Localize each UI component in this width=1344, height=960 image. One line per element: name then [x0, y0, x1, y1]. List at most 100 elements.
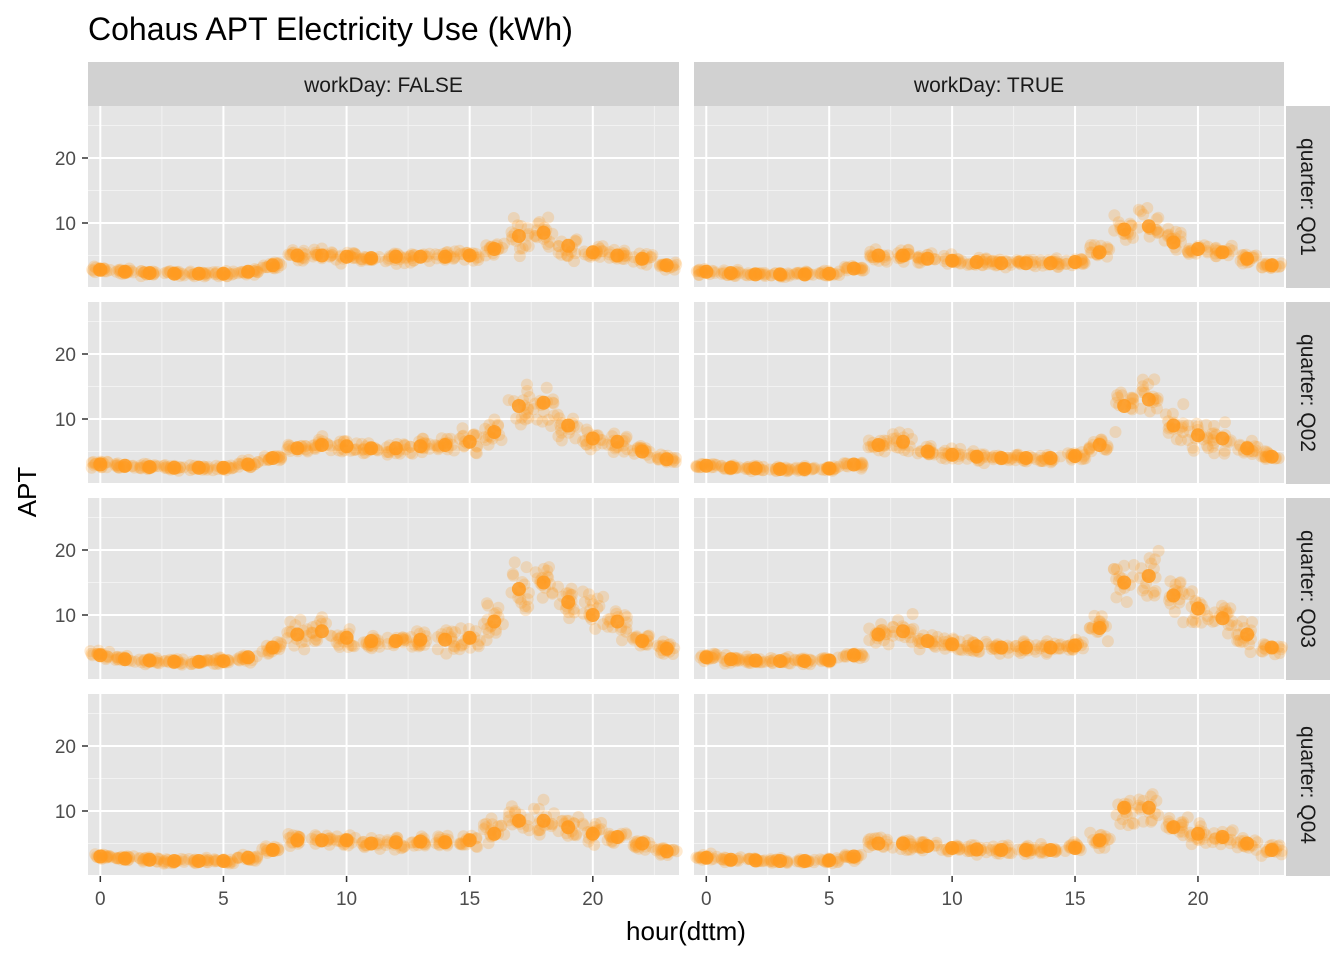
data-point-mean	[561, 595, 576, 609]
y-tick-label: 20	[55, 737, 76, 758]
data-point	[1132, 221, 1145, 234]
y-tick-label: 10	[55, 214, 76, 235]
data-point	[488, 413, 501, 426]
data-point	[178, 269, 191, 282]
data-point-mean	[822, 461, 837, 476]
panel-background	[88, 106, 679, 288]
data-point	[1126, 231, 1139, 244]
data-point	[231, 267, 244, 280]
data-point	[1029, 453, 1042, 466]
data-point	[404, 250, 417, 263]
data-point-mean	[1018, 451, 1033, 465]
data-point	[569, 432, 582, 445]
data-point-mean	[994, 256, 1009, 271]
data-point	[521, 385, 534, 398]
data-point-mean	[610, 614, 625, 629]
data-point-mean	[290, 833, 305, 848]
data-point	[1181, 246, 1194, 258]
data-point	[935, 452, 948, 464]
data-point	[469, 446, 482, 459]
data-point	[515, 411, 528, 424]
data-point	[1109, 426, 1122, 438]
data-point	[1126, 391, 1139, 404]
data-point	[507, 569, 520, 582]
data-point-mean	[610, 248, 625, 263]
points-FALSE-Q02	[85, 378, 682, 477]
data-point-mean	[1018, 256, 1033, 271]
chart-title: Cohaus APT Electricity Use (kWh)	[88, 11, 573, 47]
data-point	[547, 397, 560, 410]
data-point	[980, 450, 993, 463]
data-point-mean	[699, 650, 714, 665]
data-point	[325, 249, 338, 262]
panel-1-3	[690, 694, 1288, 877]
data-point-mean	[142, 653, 157, 668]
data-point	[1114, 386, 1127, 399]
data-point	[1126, 392, 1139, 405]
data-point-mean	[117, 652, 132, 667]
panel-0-3	[88, 694, 683, 877]
data-point-mean	[93, 849, 108, 864]
data-point	[1152, 226, 1165, 239]
data-point-mean	[1191, 428, 1205, 443]
panel-background	[694, 106, 1284, 288]
data-point	[251, 266, 264, 279]
data-point	[1186, 616, 1199, 628]
points-TRUE-Q01	[690, 202, 1288, 283]
data-point	[739, 462, 752, 475]
data-point-mean	[117, 264, 132, 279]
data-point	[537, 562, 550, 575]
data-point	[1054, 450, 1067, 463]
data-point-mean	[216, 266, 231, 281]
data-point-mean	[797, 654, 812, 669]
data-point-mean	[1068, 449, 1082, 464]
data-point-mean	[216, 460, 231, 475]
data-point	[548, 409, 560, 422]
x-tick-label: 20	[1187, 889, 1208, 910]
data-point	[596, 240, 609, 253]
data-point	[428, 439, 441, 452]
data-point-mean	[339, 439, 354, 454]
data-point	[1116, 389, 1128, 402]
data-point-mean	[438, 632, 453, 647]
data-point	[1177, 398, 1190, 411]
data-point-mean	[511, 813, 526, 828]
strip-row-1	[1286, 302, 1330, 484]
data-point	[104, 264, 117, 276]
data-point	[1136, 373, 1149, 386]
data-point-mean	[462, 434, 477, 449]
data-point-mean	[93, 648, 108, 663]
data-point	[1169, 225, 1182, 238]
data-point	[453, 244, 466, 257]
data-point-mean	[871, 836, 886, 851]
data-point-mean	[659, 641, 674, 656]
data-point-mean	[364, 251, 379, 266]
data-point	[833, 269, 846, 281]
data-point	[519, 413, 532, 426]
data-point-mean	[561, 418, 576, 433]
strip-row-label: quarter: Q01	[1296, 138, 1319, 256]
strip-row-3	[1286, 694, 1330, 876]
data-point	[1152, 544, 1165, 557]
data-point-mean	[413, 632, 428, 647]
data-point	[980, 258, 993, 270]
data-point-mean	[659, 258, 674, 273]
data-point-mean	[1240, 251, 1255, 266]
data-point	[478, 431, 491, 444]
data-point	[542, 413, 555, 426]
data-point-mean	[1117, 800, 1132, 815]
x-tick-label: 20	[582, 889, 603, 910]
data-point	[470, 447, 483, 460]
data-point-mean	[585, 826, 600, 841]
data-point-mean	[117, 458, 132, 473]
data-point-mean	[314, 624, 329, 639]
data-point	[1034, 455, 1047, 468]
data-point-mean	[93, 262, 108, 277]
data-point	[906, 608, 919, 620]
data-point-mean	[920, 444, 935, 459]
data-point	[207, 266, 220, 279]
data-point	[502, 394, 515, 407]
data-point-mean	[1240, 836, 1255, 851]
data-point	[404, 440, 417, 453]
data-point	[1009, 449, 1022, 462]
